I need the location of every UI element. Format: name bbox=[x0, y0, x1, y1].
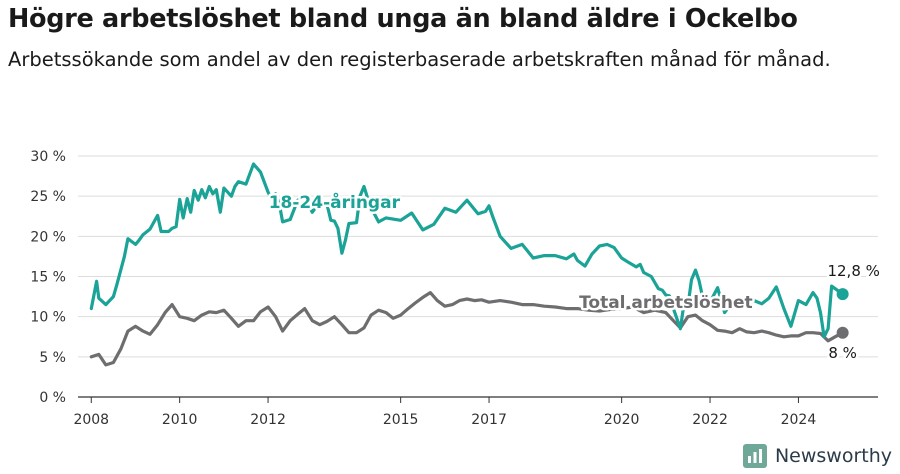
series-name-label-total-halo: Total arbetslöshet bbox=[579, 293, 753, 313]
x-tick-label: 2015 bbox=[383, 412, 419, 428]
x-tick-label: 2008 bbox=[73, 412, 109, 428]
y-axis-labels: 0 % 5 % 10 % 15 % 20 % 25 % 30 % bbox=[30, 149, 66, 406]
series-lines bbox=[89, 162, 849, 367]
series-line-youth bbox=[89, 162, 845, 339]
end-value-label-youth-halo: 12,8 % bbox=[827, 262, 879, 280]
series-name-label-youth: 18-24-åringar bbox=[269, 191, 401, 213]
newsworthy-logo-icon bbox=[742, 444, 767, 468]
end-value-label-youth: 12,8 % bbox=[827, 262, 879, 280]
series-name-label-youth-halo: 18-24-åringar bbox=[269, 191, 401, 213]
chart-subtitle: Arbetssökande som andel av den registerb… bbox=[8, 48, 831, 71]
x-tick-label: 2010 bbox=[162, 412, 198, 428]
y-tick-label: 30 % bbox=[30, 149, 66, 165]
y-tick-label: 5 % bbox=[39, 350, 66, 366]
y-tick-label: 0 % bbox=[39, 390, 66, 406]
end-value-label-total-halo: 8 % bbox=[828, 344, 857, 362]
brand-name: Newsworthy bbox=[774, 445, 892, 467]
y-tick-label: 10 % bbox=[30, 310, 66, 326]
series-end-point-youth bbox=[836, 288, 849, 301]
series-end-point-total bbox=[836, 326, 849, 339]
y-tick-label: 25 % bbox=[30, 189, 66, 205]
series-line-total bbox=[89, 291, 845, 367]
x-tick-label: 2022 bbox=[692, 412, 728, 428]
y-tick-label: 15 % bbox=[30, 270, 66, 286]
x-tick-label: 2024 bbox=[781, 412, 817, 428]
series-name-label-total: Total arbetslöshet bbox=[579, 293, 753, 313]
chart-title: Högre arbetslöshet bland unga än bland ä… bbox=[8, 4, 798, 34]
end-value-label-total: 8 % bbox=[828, 344, 857, 362]
x-axis-labels: 2008 2010 2012 2015 2017 2020 2022 2024 bbox=[73, 397, 816, 428]
brand-footer: Newsworthy bbox=[742, 444, 892, 468]
grid-lines bbox=[78, 155, 878, 398]
x-tick-label: 2020 bbox=[604, 412, 640, 428]
x-tick-label: 2017 bbox=[471, 412, 507, 428]
x-tick-label: 2012 bbox=[250, 412, 286, 428]
y-tick-label: 20 % bbox=[30, 229, 66, 245]
